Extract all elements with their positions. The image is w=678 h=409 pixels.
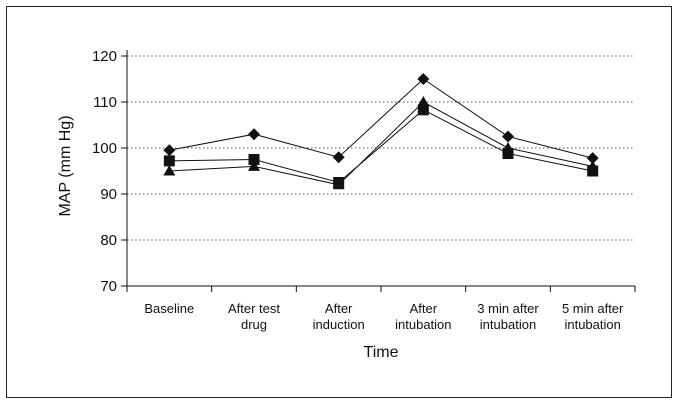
data-point-square — [417, 104, 429, 116]
y-tick-label: 120 — [92, 48, 117, 65]
x-tick-label-line: After test — [228, 301, 280, 316]
data-point-square — [248, 154, 260, 165]
x-tick-label-line: After — [325, 301, 353, 316]
y-tick-label: 110 — [93, 94, 117, 111]
data-point-diamond — [417, 73, 430, 85]
y-tick-label: 100 — [92, 140, 117, 157]
x-tick-label: 3 min after intubation — [477, 301, 539, 332]
x-tick-label-line: drug — [241, 317, 267, 332]
y-tick-label: 90 — [100, 186, 117, 203]
data-point-diamond — [332, 151, 345, 164]
series-diamond-line — [169, 78, 593, 159]
x-tick-label-line: Baseline — [144, 301, 194, 316]
x-axis-title: Time — [364, 344, 399, 361]
y-tick-label: 80 — [100, 232, 117, 249]
data-point-square — [163, 155, 175, 167]
y-axis-title: MAP (mm Hg) — [57, 115, 74, 216]
series-layer — [163, 73, 599, 190]
chart-frame — [6, 6, 672, 398]
x-tick-label-line: intubation — [395, 317, 451, 332]
x-tick-label-line: induction — [313, 317, 365, 332]
x-tick-label: Baseline — [144, 301, 194, 316]
x-tick-label-line: 3 min after — [477, 301, 539, 316]
data-point-triangle — [163, 165, 176, 176]
series-triangle-line — [169, 101, 593, 186]
x-tick-label: After induction — [313, 301, 365, 332]
data-point-diamond — [586, 152, 599, 165]
x-tick-label: After intubation — [395, 301, 451, 332]
x-tick-label: 5 min after intubation — [562, 301, 624, 332]
data-point-triangle — [417, 96, 430, 107]
data-point-diamond — [163, 144, 176, 157]
x-tick-label: After test drug — [228, 301, 280, 332]
data-point-square — [333, 177, 345, 188]
y-tick-label: 70 — [100, 278, 117, 295]
x-tick-label-line: 5 min after — [562, 301, 624, 316]
x-tick-label-line: intubation — [480, 317, 536, 332]
data-point-diamond — [502, 130, 514, 143]
x-tick-label-line: intubation — [564, 317, 620, 332]
data-point-square — [587, 165, 599, 177]
data-point-diamond — [248, 128, 260, 141]
data-point-square — [502, 148, 514, 160]
data-point-triangle — [248, 160, 260, 171]
series-square-line — [169, 109, 593, 184]
x-tick-label-line: After — [410, 301, 438, 316]
grid-layer — [127, 55, 635, 241]
